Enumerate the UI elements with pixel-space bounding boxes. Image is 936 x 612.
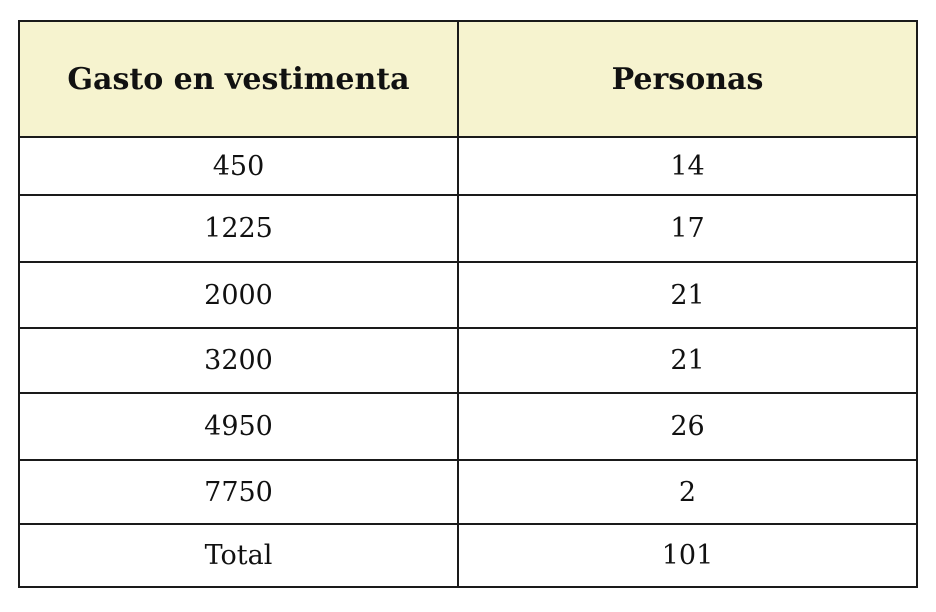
table-row: 1225 17	[18, 194, 918, 263]
frequency-table: Gasto en vestimenta Personas 450 14 1225…	[18, 20, 918, 588]
cell-personas: 21	[457, 327, 918, 394]
header-personas: Personas	[457, 20, 918, 138]
table-row: 2000 21	[18, 261, 918, 329]
cell-gasto: 4950	[18, 392, 459, 461]
header-row: Gasto en vestimenta Personas	[18, 20, 918, 138]
cell-personas: 14	[457, 136, 918, 196]
cell-gasto: 3200	[18, 327, 459, 394]
cell-personas: 17	[457, 194, 918, 263]
table-row: 7750 2	[18, 459, 918, 525]
cell-gasto: 450	[18, 136, 459, 196]
cell-gasto: 1225	[18, 194, 459, 263]
cell-personas: 21	[457, 261, 918, 329]
table-row: 450 14	[18, 136, 918, 196]
cell-gasto: 7750	[18, 459, 459, 525]
table-row: 4950 26	[18, 392, 918, 461]
total-label: Total	[18, 523, 459, 588]
cell-personas: 26	[457, 392, 918, 461]
cell-personas: 2	[457, 459, 918, 525]
header-gasto: Gasto en vestimenta	[18, 20, 459, 138]
total-row: Total 101	[18, 523, 918, 588]
cell-gasto: 2000	[18, 261, 459, 329]
total-value: 101	[457, 523, 918, 588]
table-row: 3200 21	[18, 327, 918, 394]
